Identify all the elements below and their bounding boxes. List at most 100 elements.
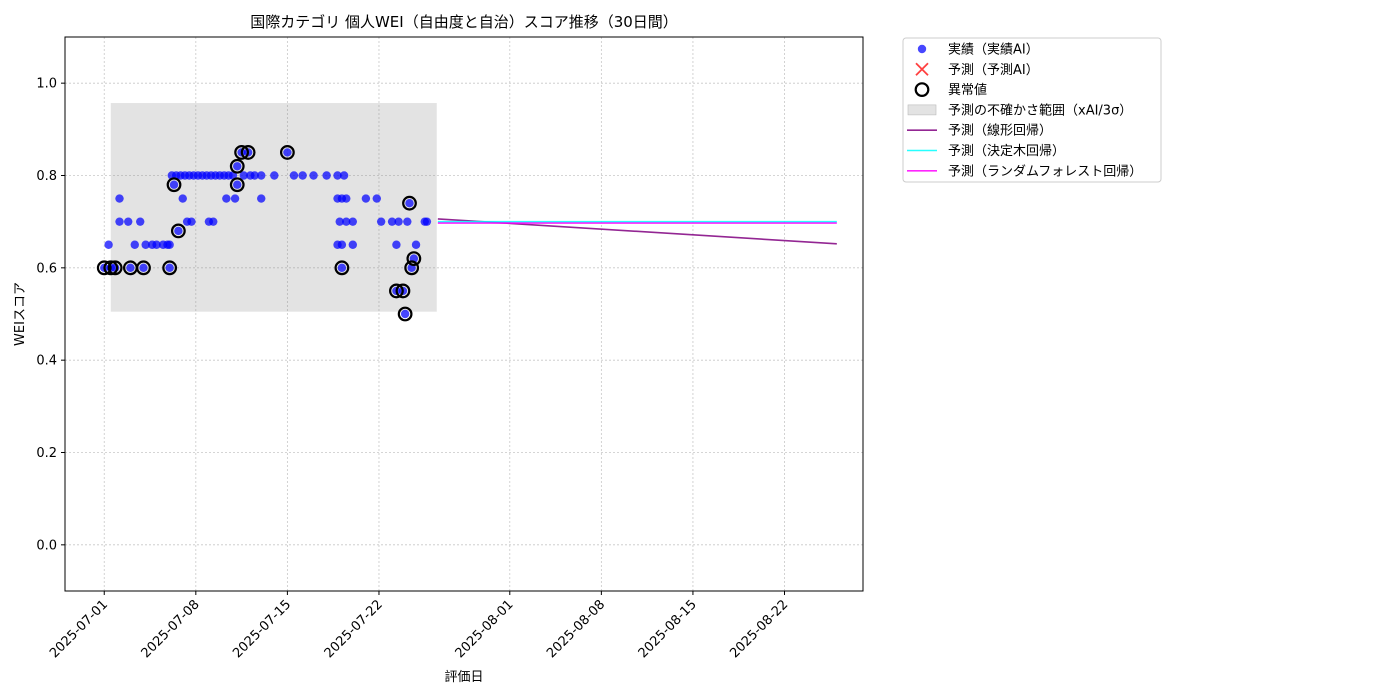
x-tick-label: 2025-08-08 — [544, 597, 608, 661]
actual-point — [222, 194, 231, 203]
anomaly-marker — [279, 145, 295, 160]
actual-point — [342, 217, 351, 226]
actual-point — [152, 240, 161, 249]
actual-point — [403, 217, 412, 226]
actual-point — [136, 217, 145, 226]
actual-point — [270, 171, 279, 180]
actual-point — [387, 217, 397, 226]
legend-label: 予測（線形回帰） — [948, 123, 1052, 139]
legend-marker-band — [907, 104, 937, 116]
anomaly-marker — [96, 260, 112, 276]
uncertainty-band — [110, 103, 437, 312]
actual-point — [348, 217, 358, 226]
actual-point — [405, 199, 414, 208]
legend-label: 予測（決定木回帰） — [948, 143, 1065, 159]
y-tick-label: 0.6 — [36, 261, 57, 276]
actual-point — [139, 263, 148, 273]
y-tick-label: 1.0 — [36, 77, 57, 92]
x-tick-label: 2025-08-01 — [453, 597, 517, 661]
x-tick-label: 2025-07-08 — [139, 597, 203, 661]
actual-point — [257, 194, 266, 203]
actual-point — [333, 171, 342, 180]
actual-point — [130, 240, 139, 249]
y-tick-label: 0.4 — [36, 354, 57, 369]
actual-point — [250, 171, 259, 180]
anomaly-marker — [334, 260, 350, 276]
legend-marker-x — [915, 62, 929, 76]
actual-point — [372, 194, 381, 203]
legend-marker-dot — [917, 44, 927, 54]
anomaly-marker — [103, 260, 119, 276]
actual-point — [209, 217, 218, 226]
chart-title: 国際カテゴリ 個人WEI（自由度と自治）スコア推移（30日間） — [250, 13, 678, 31]
actual-point — [283, 148, 292, 157]
actual-point — [337, 240, 347, 249]
actual-point — [400, 309, 410, 319]
actual-point — [348, 240, 358, 249]
actual-point — [339, 171, 349, 180]
actual-point — [257, 171, 266, 180]
x-tick-label: 2025-07-15 — [230, 597, 294, 661]
legend-label: 実績（実績AI） — [948, 42, 1039, 58]
anomaly-marker — [397, 306, 413, 322]
actual-point — [230, 194, 240, 203]
actual-point — [309, 171, 318, 180]
actual-point — [165, 240, 174, 249]
actual-point — [298, 171, 307, 180]
actual-point — [392, 240, 401, 249]
actual-point — [233, 162, 242, 171]
legend-marker-ring — [914, 82, 930, 97]
anomaly-marker — [234, 145, 250, 160]
x-axis-title: 評価日 — [444, 670, 483, 685]
anomaly-marker — [136, 260, 151, 276]
actual-point — [394, 217, 403, 226]
legend-label: 予測の不確かさ範囲（xAI/3σ） — [948, 102, 1132, 118]
actual-point — [361, 194, 371, 203]
actual-point — [169, 180, 179, 189]
legend-label: 予測（ランダムフォレスト回帰） — [948, 163, 1142, 179]
actual-point — [376, 217, 386, 226]
actual-point — [228, 171, 238, 180]
actual-point — [165, 263, 174, 273]
actual-point — [322, 171, 331, 180]
x-tick-label: 2025-07-01 — [47, 597, 111, 661]
actual-point — [187, 217, 196, 226]
actual-point — [335, 217, 344, 226]
actual-point — [104, 240, 113, 249]
anomaly-marker — [107, 260, 123, 276]
actual-point — [178, 194, 187, 203]
anomaly-marker — [229, 177, 245, 193]
actual-point — [337, 263, 347, 273]
actual-point — [126, 263, 135, 273]
y-tick-label: 0.0 — [36, 538, 57, 553]
actual-point — [115, 217, 124, 226]
anomaly-marker — [389, 283, 404, 299]
anomaly-marker — [240, 145, 256, 160]
actual-point — [174, 226, 183, 236]
legend-label: 異常値 — [948, 82, 987, 98]
anomaly-marker — [395, 283, 411, 299]
anomaly-marker — [229, 158, 245, 174]
actual-point — [239, 171, 248, 180]
legend-frame — [902, 37, 1162, 183]
plot-frame — [64, 36, 864, 592]
x-tick-label: 2025-08-15 — [636, 597, 700, 661]
x-tick-label: 2025-08-22 — [727, 597, 791, 661]
x-tick-label: 2025-07-22 — [322, 597, 386, 661]
actual-point — [289, 171, 299, 180]
actual-point — [342, 194, 351, 203]
anomaly-marker — [404, 260, 420, 276]
anomaly-marker — [162, 260, 178, 276]
actual-point — [233, 180, 242, 189]
anomaly-marker — [402, 195, 417, 211]
actual-point — [141, 240, 150, 249]
y-tick-label: 0.8 — [36, 169, 57, 184]
actual-point — [115, 194, 124, 203]
y-axis-title: WEIスコア — [13, 282, 28, 346]
legend-label: 予測（予測AI） — [948, 63, 1039, 78]
anomaly-marker — [406, 251, 422, 267]
actual-point — [411, 240, 421, 249]
actual-point — [422, 217, 432, 226]
plot-area: 0.0 0.2 0.4 0.6 0.8 1.0 2025-07-01 2025-07-08 20… — [36, 36, 864, 661]
